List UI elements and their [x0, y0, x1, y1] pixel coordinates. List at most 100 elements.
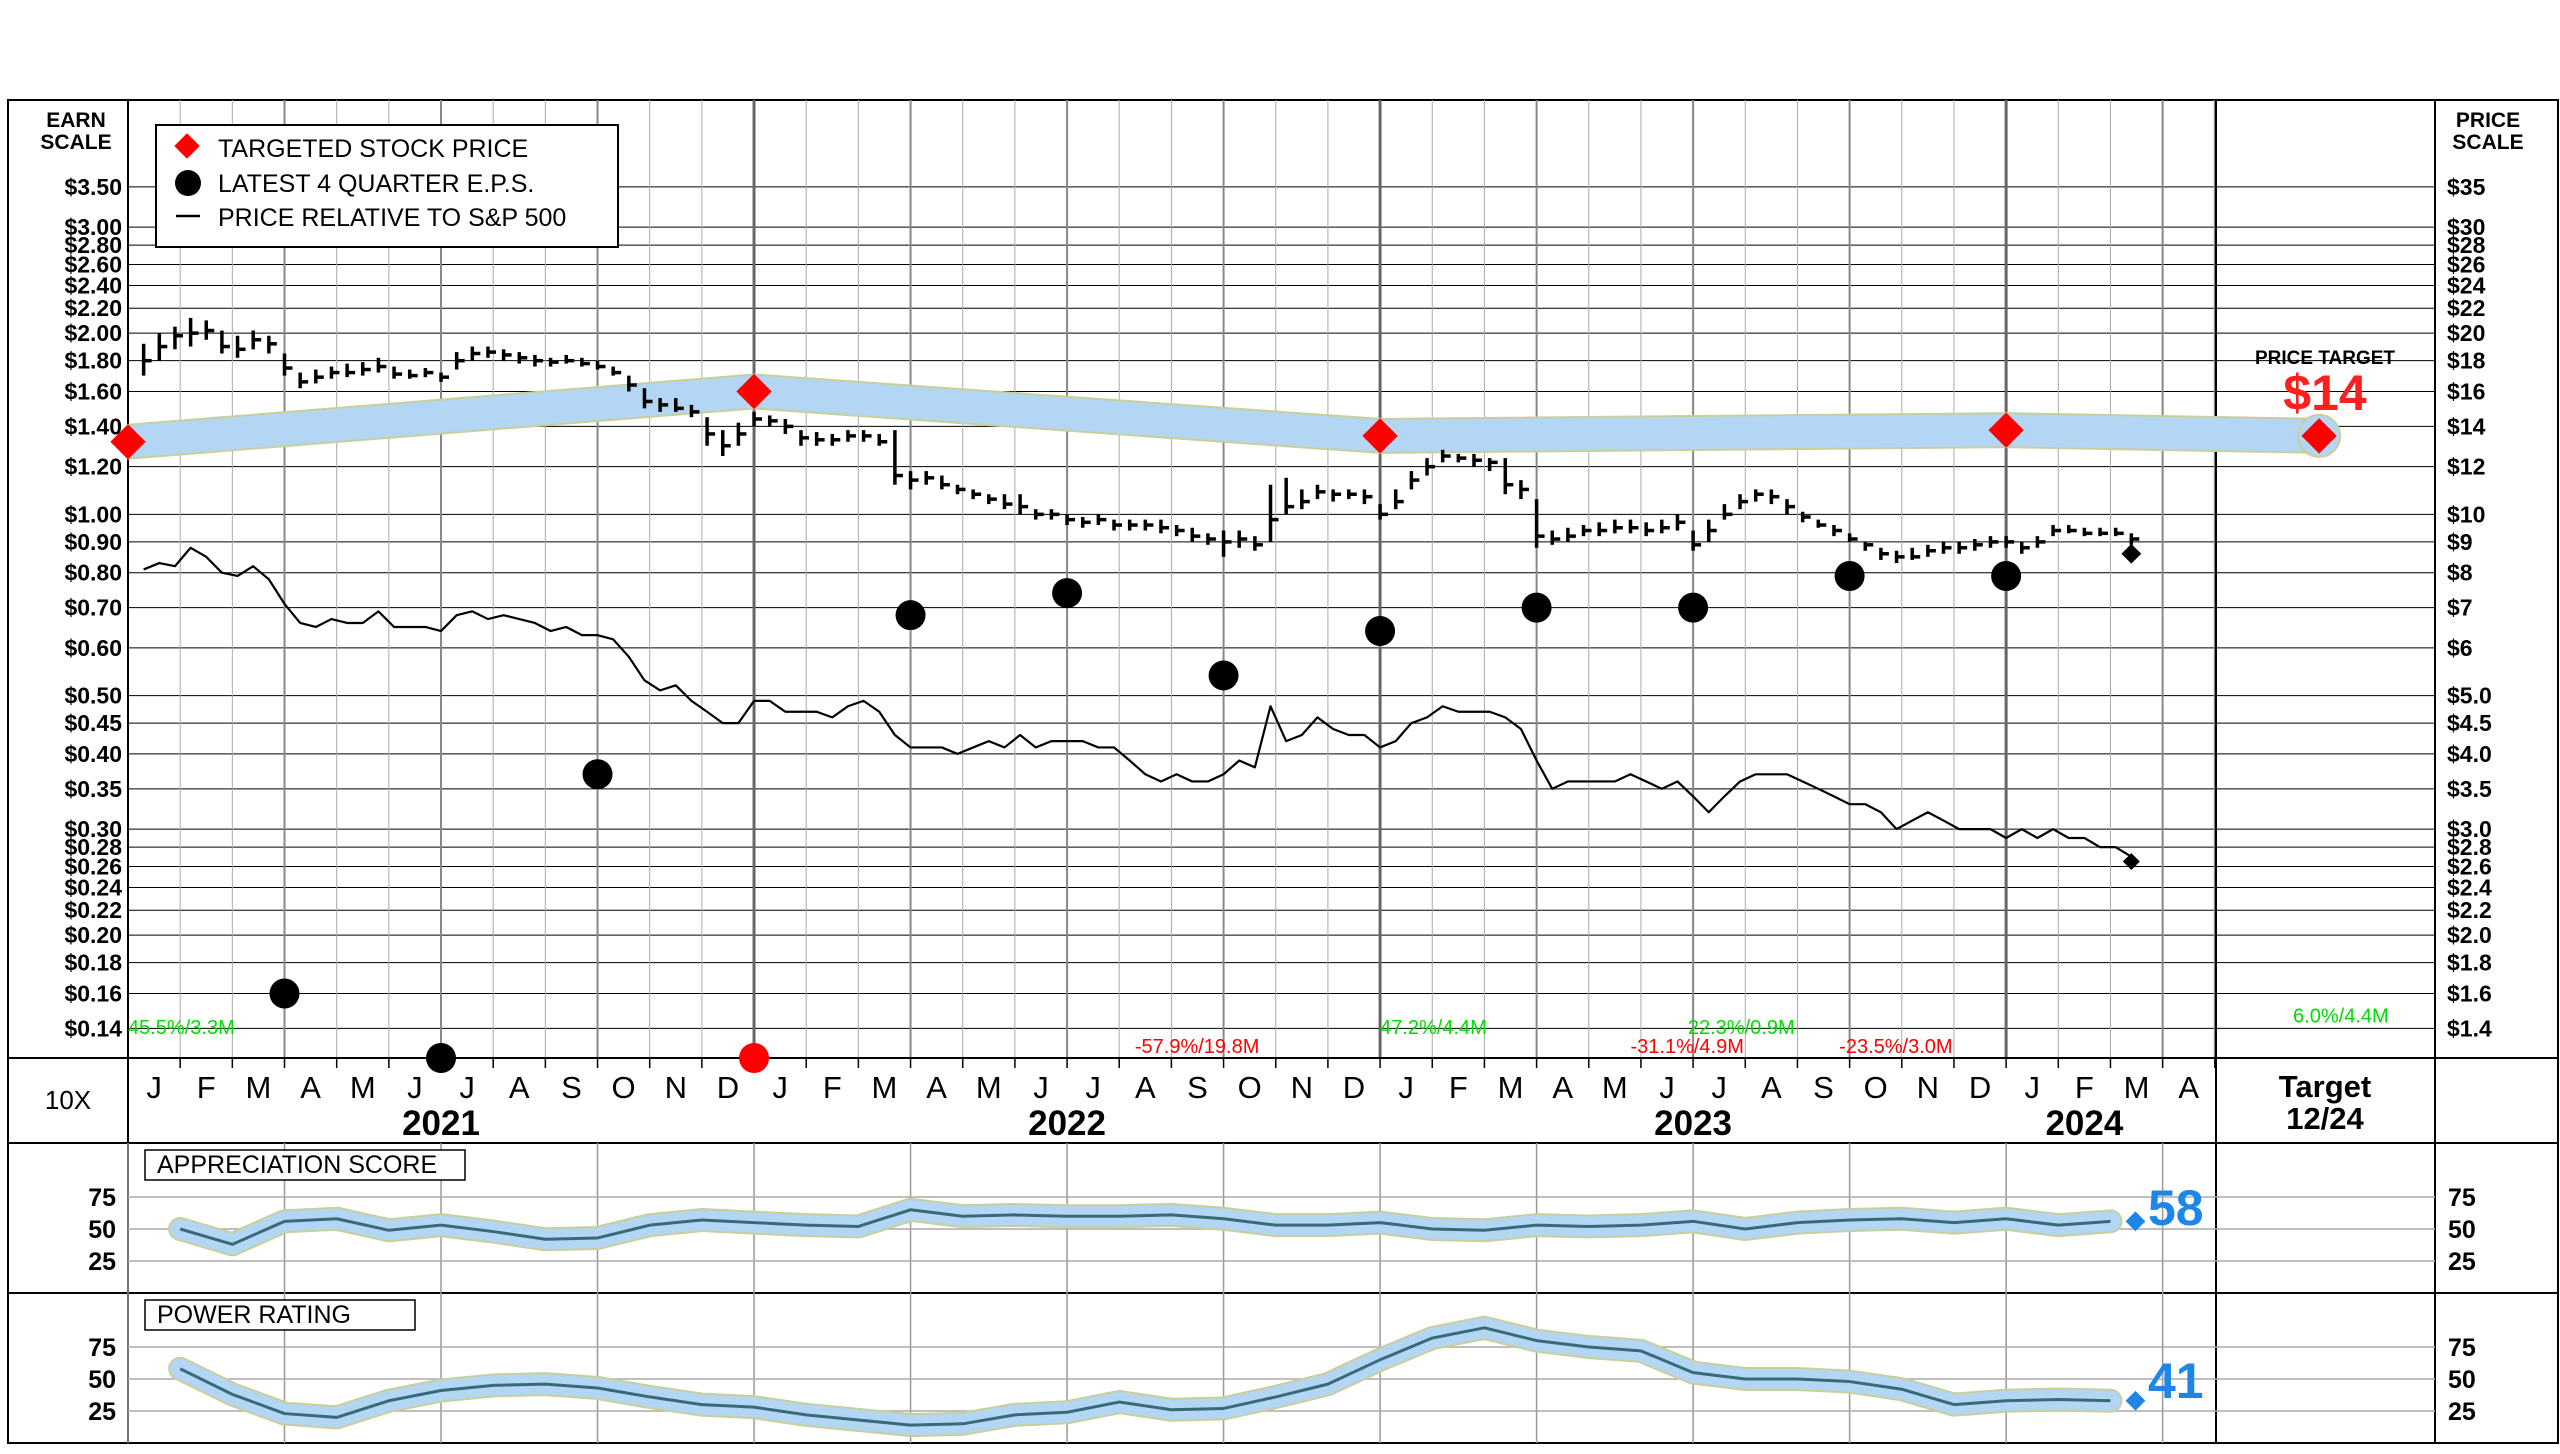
earn-tick-label: $0.22 [64, 897, 122, 923]
panel-title-box [144, 1149, 466, 1181]
eps-dot [1991, 560, 2022, 591]
price-tick-label: $2.0 [2447, 922, 2492, 948]
month-label: M [350, 1070, 376, 1105]
year-label: 2022 [1028, 1104, 1106, 1143]
month-label: J [407, 1070, 423, 1105]
annotation-label: -23.5%/3.0M [1839, 1036, 1952, 1058]
legend-box [155, 124, 619, 248]
year-label: 2024 [2045, 1104, 2123, 1143]
earn-tick-label: $0.90 [64, 529, 122, 555]
month-label: M [872, 1070, 898, 1105]
earn-tick-label: $0.60 [64, 635, 122, 661]
panel-tick-right: 50 [2448, 1366, 2476, 1394]
earn-tick-label: $0.30 [64, 816, 122, 842]
panel-value-marker [2125, 1390, 2146, 1411]
price-tick-label: $7 [2447, 595, 2473, 621]
price-end-marker [2121, 543, 2142, 564]
annotation-label: -57.9%/19.8M [1135, 1036, 1260, 1058]
target-diamond [110, 424, 146, 460]
panel-tick-right: 50 [2448, 1216, 2476, 1244]
month-label: J [1398, 1070, 1414, 1105]
earn-tick-label: $1.60 [64, 378, 122, 404]
target-diamond [1988, 412, 2024, 448]
price-tick-label: $2.8 [2447, 834, 2492, 860]
relative-end-marker [2122, 853, 2140, 871]
earn-scale-axis: EARN SCALE $3.50 $3.00$2.80$2.60$2.40$2.2… [40, 109, 122, 1041]
price-tick-label: $16 [2447, 378, 2485, 404]
month-label: M [1498, 1070, 1524, 1105]
month-label: M [1602, 1070, 1628, 1105]
month-label: A [509, 1070, 530, 1105]
month-label: M [246, 1070, 272, 1105]
earn-tick-label: $1.40 [64, 413, 122, 439]
price-tick-label: $2.6 [2447, 854, 2492, 880]
stock-price-bars [141, 317, 2142, 564]
month-label: M [976, 1070, 1002, 1105]
eps-dot [269, 978, 300, 1009]
earn-tick-label: $2.00 [64, 320, 122, 346]
earn-tick-label: $0.40 [64, 741, 122, 767]
month-label: S [561, 1070, 582, 1105]
target-column-line2: 12/24 [2286, 1101, 2364, 1136]
earn-tick-label: $2.20 [64, 295, 122, 321]
month-label: A [1761, 1070, 1782, 1105]
earn-tick-label: $0.24 [64, 874, 122, 900]
price-target-value: $14 [2283, 365, 2367, 421]
panel-tick-left: 25 [88, 1248, 116, 1276]
earn-tick-label: $0.50 [64, 683, 122, 709]
panel-series-line [179, 1208, 2111, 1246]
price-tick-label: $6 [2447, 635, 2473, 661]
month-label: O [612, 1070, 636, 1105]
price-tick-label: $26 [2447, 252, 2485, 278]
price-tick-label: $8 [2447, 560, 2473, 586]
target-column-line1: Target [2279, 1069, 2371, 1104]
month-label: J [459, 1070, 475, 1105]
month-label: N [665, 1070, 687, 1105]
panel-series-line [179, 1326, 2111, 1427]
power-rating-value: 41 [2148, 1353, 2204, 1409]
target-price-markers [110, 373, 2337, 460]
month-label: J [1711, 1070, 1727, 1105]
right-axis-title-line1: PRICE [2456, 109, 2520, 132]
panel-tick-right: 25 [2448, 1398, 2476, 1426]
price-tick-label: $18 [2447, 348, 2486, 374]
price-tick-label: $9 [2447, 529, 2473, 555]
month-label: F [1449, 1070, 1468, 1105]
annotation-label: 6.0%/4.4M [2293, 1006, 2389, 1028]
month-label: A [300, 1070, 321, 1105]
price-tick-label: $4.5 [2447, 710, 2492, 736]
eps-dot [1678, 592, 1709, 623]
eps-dot [1365, 616, 1396, 647]
eps-markers [269, 560, 2022, 1073]
price-tick-label: $28 [2447, 232, 2486, 258]
legend-item-target: TARGETED STOCK PRICE [218, 135, 528, 163]
price-tick-label: $35 [2447, 174, 2486, 200]
panel-title-box [144, 1299, 416, 1331]
month-label: A [1135, 1070, 1156, 1105]
month-label: J [1659, 1070, 1675, 1105]
power-rating-title: POWER RATING [157, 1301, 351, 1329]
left-axis-title-line2: SCALE [40, 131, 111, 154]
legend: TARGETED STOCK PRICE LATEST 4 QUARTER E.… [155, 124, 619, 248]
panel-tick-left: 75 [88, 1334, 116, 1362]
appreciation-score-value: 58 [2148, 1180, 2204, 1236]
price-target-label: PRICE TARGET [2255, 348, 2395, 369]
power-rating-panel: POWER RATING 41 75 75 50 50 25 25 [88, 1299, 2476, 1438]
year-label: 2021 [402, 1104, 480, 1143]
eps-dot [739, 1043, 770, 1073]
price-tick-label: $2.2 [2447, 897, 2492, 923]
price-tick-label: $24 [2447, 272, 2486, 298]
price-tick-label: $2.4 [2447, 874, 2492, 900]
panel-tick-right: 75 [2448, 1334, 2476, 1362]
target-diamond [2301, 418, 2337, 454]
month-label: O [1238, 1070, 1262, 1105]
appreciation-score-title: APPRECIATION SCORE [157, 1151, 437, 1179]
eps-dot [1521, 592, 1552, 623]
eps-dot [426, 1043, 457, 1073]
earn-tick-label: $2.80 [64, 232, 122, 258]
eps-dot [582, 759, 613, 790]
month-label: N [1917, 1070, 1939, 1105]
price-tick-label: $10 [2447, 501, 2485, 527]
